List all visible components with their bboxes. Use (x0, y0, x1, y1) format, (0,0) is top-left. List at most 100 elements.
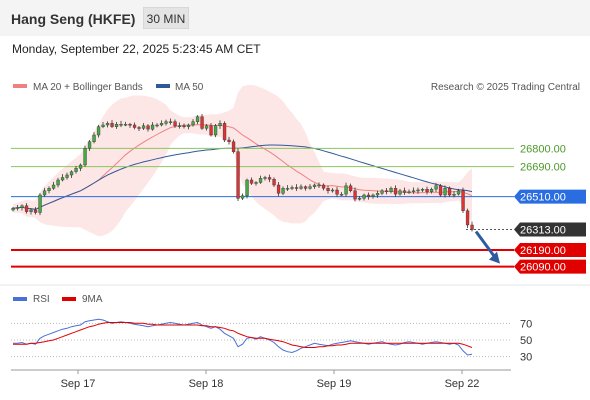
candle (303, 185, 308, 191)
candle (24, 203, 29, 214)
candle (186, 123, 191, 130)
candle (429, 187, 434, 194)
rsi-lines (13, 318, 473, 356)
price-level-labels: 26800.00 26690.00 26510.00 26313.00 26190.00… (514, 143, 586, 274)
candle (42, 187, 47, 197)
candle (330, 188, 335, 193)
candle (258, 175, 263, 184)
rsi-level-label-30: 30 (520, 352, 532, 364)
candle (402, 187, 407, 195)
candle (218, 120, 222, 129)
x-tick-label-2: Sep 19 (317, 378, 352, 390)
candle (447, 186, 452, 197)
candle (195, 115, 200, 125)
candle (326, 185, 330, 194)
candle (182, 123, 186, 129)
candle (317, 182, 321, 188)
candle (353, 187, 357, 202)
rsi-ma-line (13, 322, 473, 348)
candle (105, 121, 110, 128)
candle (38, 193, 42, 216)
candle (398, 188, 402, 196)
ma20-legend-label: MA 20 + Bollinger Bands (33, 82, 143, 93)
candle (380, 189, 384, 196)
candle (375, 190, 380, 198)
candle (123, 121, 128, 127)
candle (339, 192, 344, 196)
candle (47, 186, 51, 194)
candle (308, 184, 312, 190)
candle (87, 140, 92, 151)
candle (443, 185, 447, 198)
x-tick-label-3: Sep 22 (445, 378, 480, 390)
candle (384, 188, 389, 195)
candle (312, 183, 317, 189)
candle (51, 181, 56, 190)
candle (200, 114, 204, 130)
candle (357, 196, 362, 201)
candle (240, 193, 245, 200)
rsi-levels: 70 50 30 (11, 318, 532, 364)
bollinger-bands (13, 84, 472, 237)
candle (96, 124, 101, 138)
timeframe-button[interactable]: 30 MIN (143, 7, 189, 29)
candle (191, 119, 195, 127)
candle (290, 185, 294, 190)
candle (11, 207, 15, 212)
ma20-legend-swatch (13, 84, 27, 88)
candle (146, 124, 150, 132)
candle (294, 184, 299, 191)
candles (11, 114, 474, 232)
candle (60, 174, 65, 182)
candle (69, 170, 74, 178)
candle (141, 123, 146, 130)
candle (177, 122, 182, 129)
forecast-arrow-shaft (474, 230, 498, 260)
candle (335, 187, 339, 197)
rsi-level-label-70: 70 (520, 318, 532, 330)
candle (56, 177, 60, 188)
level-tag-2 (514, 189, 586, 204)
candle (119, 120, 123, 128)
level-label-2: 26510.00 (520, 192, 566, 204)
level-tag-3 (514, 222, 586, 237)
candle (276, 182, 281, 197)
candle (227, 136, 231, 145)
candle (407, 189, 411, 194)
candle (366, 192, 371, 200)
candle (128, 122, 132, 128)
candle (159, 120, 164, 127)
x-axis-labels: Sep 17 Sep 18 Sep 19 Sep 22 (61, 370, 480, 390)
bollinger-band-area (13, 84, 472, 237)
candle (209, 123, 213, 137)
candle (213, 124, 218, 138)
candle (371, 193, 375, 199)
candle (33, 207, 38, 215)
candle (420, 187, 425, 192)
level-label-5: 26090.00 (520, 262, 566, 274)
level-tag-4 (514, 243, 586, 257)
instrument-title: Hang Seng (HKFE) (11, 11, 136, 27)
candle (411, 187, 416, 194)
candle (281, 186, 285, 196)
candle (168, 118, 173, 125)
candle (465, 208, 470, 228)
candle (150, 122, 155, 131)
level-label-1: 26690.00 (520, 162, 566, 174)
candle (236, 148, 240, 201)
candle (389, 186, 393, 194)
forecast-arrow-head (489, 251, 500, 264)
level-label-3: 26313.00 (520, 225, 566, 237)
ma50-legend-swatch (156, 84, 170, 88)
candle (362, 193, 366, 201)
title-bar: Hang Seng (HKFE) 30 MIN (0, 0, 590, 36)
candle (231, 139, 236, 154)
x-tick-label-1: Sep 18 (189, 378, 224, 390)
candle (20, 204, 24, 211)
candle (470, 221, 474, 232)
level-tag-5 (514, 259, 586, 274)
candle (267, 174, 272, 183)
candle (222, 121, 227, 142)
candle (15, 205, 20, 211)
candle (74, 165, 78, 174)
